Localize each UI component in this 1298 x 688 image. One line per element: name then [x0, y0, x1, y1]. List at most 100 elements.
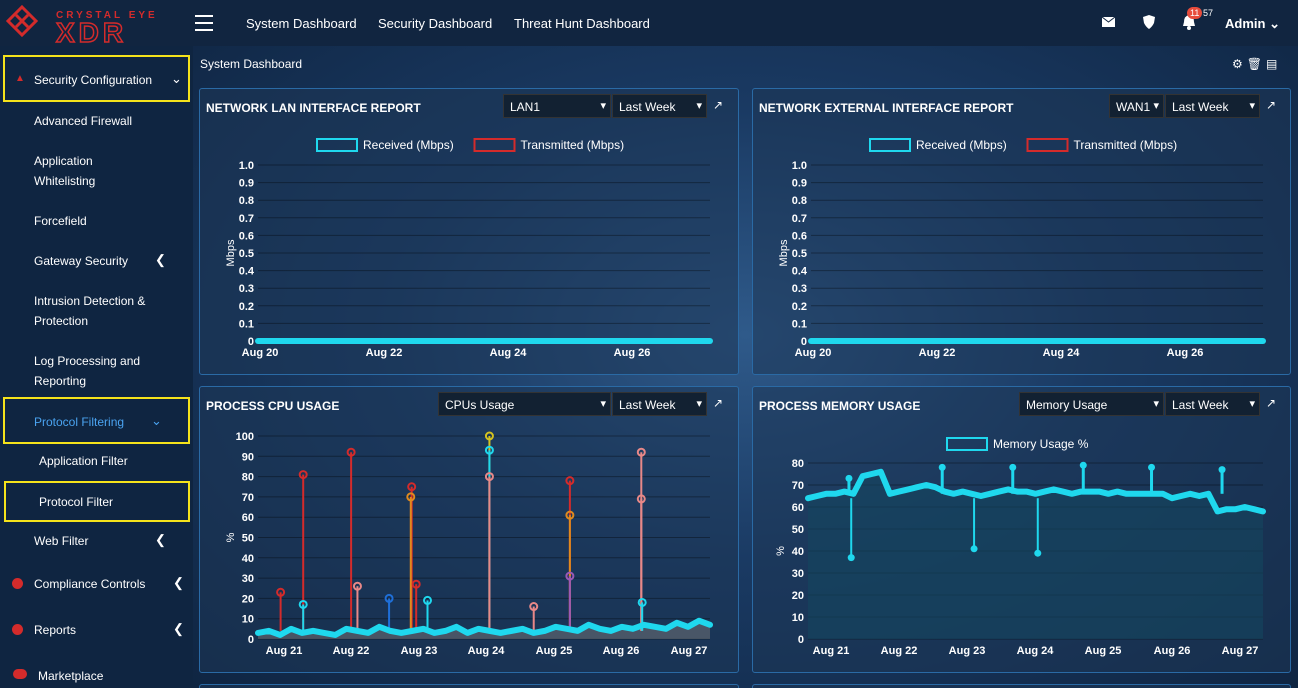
external-link-icon[interactable]: ↗: [713, 396, 724, 410]
lan-chart: 0 0.1 0.2 0.3 0.4 0.5 0.6 0.7 0.8 0.9 1.0 Aug 20 Aug…: [225, 138, 713, 359]
sidebar-item-label: Whitelisting: [34, 174, 96, 188]
cpu-spike-point: [565, 571, 575, 581]
nav-system-dashboard[interactable]: System Dashboard: [246, 16, 357, 31]
y-tick-label: 0: [248, 634, 254, 646]
y-axis-label: Mbps: [778, 239, 790, 266]
nav-threat-hunt-dashboard[interactable]: Threat Hunt Dashboard: [514, 16, 650, 31]
cpu-spike-point: [298, 470, 308, 480]
cpu-spike-point: [484, 445, 494, 455]
sidebar-item-label: Log Processing and: [34, 354, 141, 368]
x-tick-label: Aug 26: [1167, 347, 1204, 359]
sidebar-item-label: Gateway Security: [34, 254, 129, 268]
memory-peak-point: [845, 474, 853, 482]
y-tick-label: 1.0: [792, 160, 807, 172]
y-tick-label: 0: [798, 634, 804, 646]
y-tick-label: 20: [792, 590, 804, 602]
x-tick-label: Aug 24: [468, 645, 506, 657]
x-tick-label: Aug 24: [1017, 645, 1055, 657]
x-tick-label: Aug 24: [490, 347, 528, 359]
cpu-spike-point: [406, 492, 416, 502]
compliance-icon: [12, 578, 23, 589]
y-tick-label: 0.6: [792, 230, 807, 242]
x-tick-label: Aug 22: [881, 645, 918, 657]
y-tick-label: 70: [242, 492, 254, 504]
y-tick-label: 60: [792, 502, 804, 514]
y-tick-label: 0.1: [239, 318, 254, 330]
hamburger-menu-icon[interactable]: [195, 15, 213, 31]
y-tick-label: 10: [792, 612, 804, 624]
y-tick-label: 0.2: [792, 301, 807, 313]
book-icon[interactable]: ▤: [1266, 57, 1282, 71]
shield-icon[interactable]: [1143, 15, 1155, 29]
notification-count-badge: 11: [1187, 7, 1203, 19]
nav-security-dashboard[interactable]: Security Dashboard: [378, 16, 493, 31]
x-tick-label: Aug 26: [1154, 645, 1191, 657]
x-tick-label: Aug 23: [401, 645, 438, 657]
sidebar-item-label: Protection: [34, 314, 89, 328]
cpu-usage-select[interactable]: CPUs Usage: [438, 392, 611, 416]
y-tick-label: 0.4: [792, 266, 808, 278]
external-link-icon[interactable]: ↗: [1266, 98, 1277, 112]
sidebar-item-protocol-filtering[interactable]: Protocol Filtering ⌄: [3, 397, 190, 444]
x-tick-label: Aug 24: [1043, 347, 1081, 359]
sidebar-item-log-processing[interactable]: Log Processing and Reporting: [0, 354, 193, 394]
panel-next-left: [199, 684, 739, 688]
legend-swatch: [1026, 138, 1069, 152]
crystal-eye-logo[interactable]: CRYSTAL EYE XDR: [4, 3, 169, 45]
cpu-spike-point: [636, 494, 646, 504]
sidebar-item-compliance-controls[interactable]: Compliance Controls ❮: [0, 575, 193, 593]
y-tick-label: 0.8: [239, 195, 254, 207]
lan-interface-select[interactable]: LAN1: [503, 94, 611, 118]
reports-icon: [12, 624, 23, 635]
cpu-range-select[interactable]: Last Week: [612, 392, 707, 416]
cpu-spike-point: [407, 482, 417, 492]
admin-menu[interactable]: Admin ⌄: [1225, 16, 1280, 32]
sidebar-item-reports[interactable]: Reports ❮: [0, 621, 193, 639]
sidebar-item-security-configuration[interactable]: ▲ Security Configuration ⌄: [3, 55, 190, 102]
x-tick-label: Aug 22: [333, 645, 370, 657]
sidebar-item-label: Marketplace: [38, 669, 104, 683]
memory-range-select[interactable]: Last Week: [1165, 392, 1260, 416]
cpu-spike-point: [529, 602, 539, 612]
sidebar-item-label: Application Filter: [39, 454, 128, 468]
sidebar-item-intrusion-detection[interactable]: Intrusion Detection & Protection: [0, 294, 193, 334]
cpu-spike-point: [565, 510, 575, 520]
sidebar-item-application-whitelisting[interactable]: Application Whitelisting: [0, 154, 193, 194]
memory-dip-point: [847, 554, 855, 562]
sidebar-item-label: Security Configuration: [34, 73, 153, 87]
lan-range-select[interactable]: Last Week: [612, 94, 707, 118]
y-tick-label: 0.5: [239, 248, 254, 260]
gear-icon[interactable]: ⚙: [1232, 57, 1247, 71]
panel-lan-report: NETWORK LAN INTERFACE REPORT LAN1 Last W…: [199, 88, 739, 375]
legend-swatch: [946, 437, 988, 451]
sidebar-item-web-filter[interactable]: Web Filter ❮: [0, 532, 193, 550]
x-tick-label: Aug 21: [813, 645, 850, 657]
y-tick-label: 90: [242, 451, 254, 463]
trash-icon[interactable]: 🗑: [1246, 57, 1266, 71]
sidebar-item-label: Protocol Filtering: [34, 415, 125, 429]
sidebar-item-marketplace[interactable]: Marketplace: [0, 669, 193, 685]
y-tick-label: 20: [242, 593, 254, 605]
chevron-left-icon: ❮: [155, 532, 166, 547]
panel-title: NETWORK EXTERNAL INTERFACE REPORT: [759, 101, 1014, 115]
legend-swatch: [316, 138, 358, 152]
sidebar-item-protocol-filter[interactable]: Protocol Filter: [4, 481, 190, 522]
sidebar-item-label: Application: [34, 154, 93, 168]
external-link-icon[interactable]: ↗: [713, 98, 724, 112]
mail-icon[interactable]: [1102, 17, 1115, 27]
external-link-icon[interactable]: ↗: [1266, 396, 1277, 410]
y-axis-label: %: [225, 532, 237, 542]
memory-usage-select[interactable]: Memory Usage: [1019, 392, 1164, 416]
sidebar-item-gateway-security[interactable]: Gateway Security ❮: [0, 252, 193, 270]
wan-range-select[interactable]: Last Week: [1165, 94, 1260, 118]
x-tick-label: Aug 25: [1085, 645, 1122, 657]
y-tick-label: 0.4: [239, 266, 255, 278]
sidebar-item-label: Compliance Controls: [34, 577, 146, 591]
wan-interface-select[interactable]: WAN1: [1109, 94, 1164, 118]
x-tick-label: Aug 27: [671, 645, 708, 657]
y-tick-label: 30: [792, 568, 804, 580]
y-tick-label: 0.5: [792, 248, 807, 260]
y-tick-label: 30: [242, 573, 254, 585]
cpu-spike-point: [484, 472, 494, 482]
y-tick-label: 1.0: [239, 160, 254, 172]
